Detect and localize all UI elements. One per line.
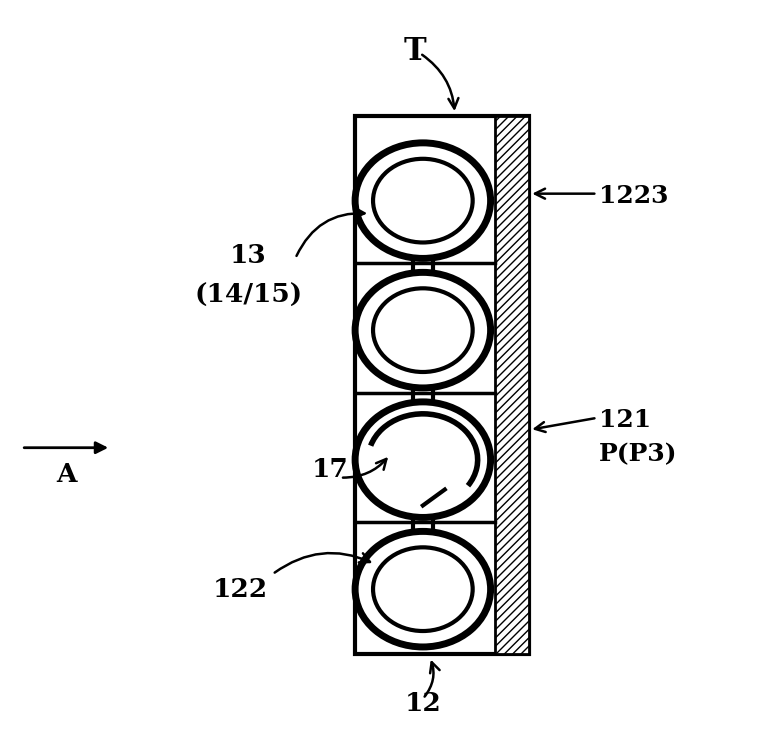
Bar	[494, 116, 530, 654]
Text: P(P3): P(P3)	[599, 442, 678, 467]
Text: (14/15): (14/15)	[195, 283, 303, 308]
Ellipse shape	[355, 273, 490, 388]
Ellipse shape	[355, 143, 490, 259]
Text: 13: 13	[230, 243, 267, 268]
Text: A: A	[56, 462, 76, 487]
Text: 121: 121	[599, 408, 651, 432]
Text: 122: 122	[213, 576, 268, 602]
Bar	[355, 116, 530, 654]
Ellipse shape	[355, 402, 490, 517]
Ellipse shape	[373, 288, 473, 372]
Text: 12: 12	[404, 691, 441, 717]
Ellipse shape	[355, 531, 490, 647]
Text: T: T	[403, 36, 427, 67]
Text: 1223: 1223	[599, 184, 668, 207]
Ellipse shape	[373, 548, 473, 631]
Ellipse shape	[373, 159, 473, 242]
Text: 17: 17	[312, 457, 349, 482]
